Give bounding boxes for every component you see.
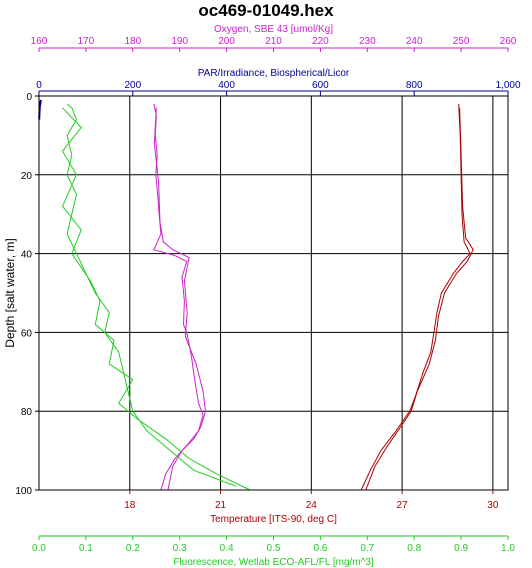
temperature-tick-label: 24 [306, 500, 318, 511]
series-line-oxygen [153, 103, 204, 491]
par-tick-label: 1,000 [495, 80, 520, 91]
bottom-axes: 18 21 24 27 30 Temperature [ITS-90, deg C] 0.0… [32, 490, 515, 568]
chart-title: oc469-01049.hex [198, 1, 334, 20]
par-tick-label: 0 [36, 80, 42, 91]
oxygen-tick-label: 200 [218, 36, 235, 47]
fluorescence-tick-label: 0.9 [454, 543, 468, 554]
par-tick-label: 800 [406, 80, 423, 91]
plot-frame [38, 95, 509, 491]
par-tick-label: 200 [124, 80, 141, 91]
fluorescence-tick-label: 0.3 [173, 543, 187, 554]
par-axis-label: PAR/Irradiance, Biospherical/Licor [198, 68, 350, 79]
oxygen-tick-label: 170 [78, 36, 95, 47]
temperature-tick-label: 21 [215, 500, 227, 511]
oxygen-tick-label: 250 [453, 36, 470, 47]
par-tick-label: 400 [218, 80, 235, 91]
oxygen-tick-label: 230 [359, 36, 376, 47]
oxygen-axis-label: Oxygen, SBE 43 [umol/Kg] [214, 24, 333, 35]
fluorescence-tick-label: 0.5 [267, 543, 281, 554]
temperature-tick-label: 30 [487, 500, 499, 511]
fluorescence-tick-label: 0.7 [360, 543, 374, 554]
fluorescence-tick-label: 0.8 [407, 543, 421, 554]
oxygen-tick-label: 240 [406, 36, 423, 47]
depth-tick-label: 60 [21, 328, 33, 339]
depth-tick-label: 20 [21, 171, 33, 182]
temperature-tick-label: 27 [397, 500, 409, 511]
oxygen-tick-label: 180 [124, 36, 141, 47]
oxygen-tick-label: 160 [31, 36, 48, 47]
grid-lines [39, 95, 508, 491]
depth-tick-label: 40 [21, 250, 33, 261]
depth-tick-label: 100 [15, 486, 32, 497]
fluorescence-tick-label: 0.2 [126, 543, 140, 554]
temperature-axis-label: Temperature [ITS-90, deg C] [210, 514, 337, 525]
top-axes: 160 170 180 190 200 210 220 230 240 250 260 Oxygen,… [31, 24, 521, 96]
depth-tick-label: 0 [26, 92, 32, 103]
depth-axis: 0 20 40 60 80 100 Depth [salt water, m] [3, 92, 39, 497]
plot-border [38, 95, 509, 491]
temperature-tick-label: 18 [124, 500, 136, 511]
oxygen-tick-label: 260 [500, 36, 517, 47]
series-line-oxygen [153, 107, 207, 491]
series-group [38, 99, 474, 491]
fluorescence-tick-label: 0.1 [79, 543, 93, 554]
series-line-temperature [365, 107, 474, 491]
series-line-fluorescence [61, 107, 251, 491]
depth-tick-label: 80 [21, 407, 33, 418]
par-tick-label: 600 [312, 80, 329, 91]
fluorescence-tick-label: 0.6 [313, 543, 327, 554]
oxygen-tick-label: 190 [171, 36, 188, 47]
oxygen-tick-label: 210 [265, 36, 282, 47]
oxygen-tick-label: 220 [312, 36, 329, 47]
depth-axis-label: Depth [salt water, m] [3, 238, 17, 347]
fluorescence-tick-label: 0.0 [32, 543, 46, 554]
fluorescence-tick-label: 1.0 [501, 543, 515, 554]
fluorescence-tick-label: 0.4 [220, 543, 234, 554]
fluorescence-axis-label: Fluorescence, Wetlab ECO-AFL/FL [mg/m^3] [173, 557, 374, 568]
series-line-temperature [360, 103, 471, 491]
